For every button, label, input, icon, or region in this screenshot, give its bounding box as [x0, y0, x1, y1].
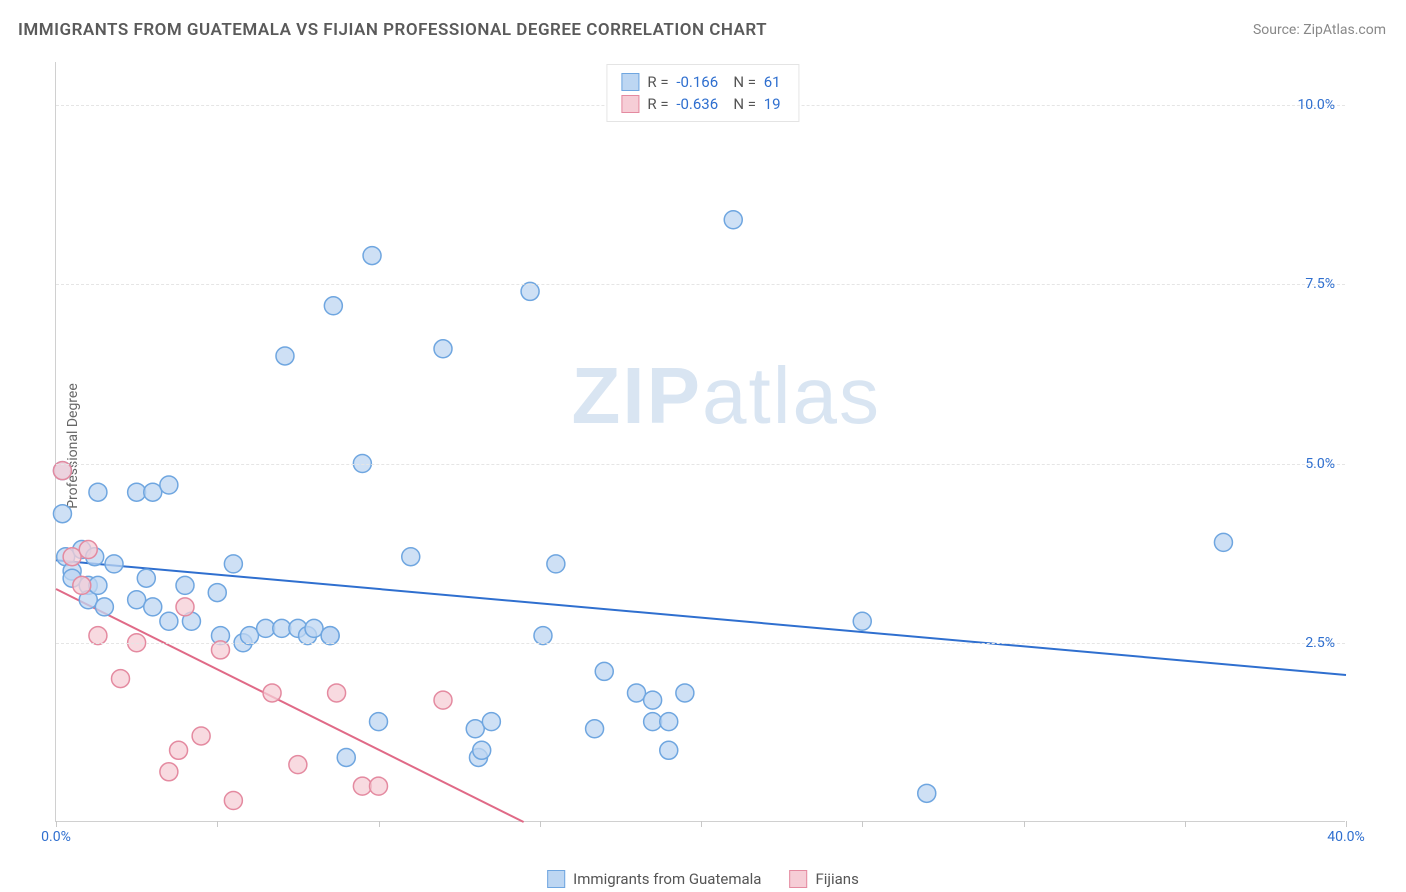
data-point-fijians	[112, 670, 130, 688]
data-point-guatemala	[53, 505, 71, 523]
data-point-guatemala	[257, 619, 275, 637]
chart-title: IMMIGRANTS FROM GUATEMALA VS FIJIAN PROF…	[18, 20, 767, 40]
x-tick-mark	[1185, 821, 1186, 827]
data-point-guatemala	[137, 569, 155, 587]
data-point-guatemala	[337, 748, 355, 766]
legend-row-guatemala: R = -0.166 N = 61	[621, 71, 784, 93]
x-tick-mark	[701, 821, 702, 827]
data-point-guatemala	[644, 691, 662, 709]
data-point-fijians	[192, 727, 210, 745]
x-tick-label: 0.0%	[41, 829, 71, 845]
gridline	[56, 464, 1345, 465]
data-point-guatemala	[176, 576, 194, 594]
data-point-fijians	[370, 777, 388, 795]
data-point-guatemala	[547, 555, 565, 573]
data-point-guatemala	[128, 483, 146, 501]
data-point-fijians	[170, 741, 188, 759]
data-point-fijians	[289, 756, 307, 774]
x-tick-mark	[379, 821, 380, 827]
data-point-guatemala	[224, 555, 242, 573]
x-tick-mark	[56, 821, 57, 827]
x-legend-label: Immigrants from Guatemala	[573, 870, 761, 888]
data-point-guatemala	[402, 548, 420, 566]
data-point-fijians	[263, 684, 281, 702]
data-point-guatemala	[434, 340, 452, 358]
data-point-guatemala	[105, 555, 123, 573]
data-point-guatemala	[724, 211, 742, 229]
legend-stats: R = -0.636 N = 19	[647, 93, 784, 115]
data-point-fijians	[63, 548, 81, 566]
data-point-guatemala	[324, 297, 342, 315]
data-point-guatemala	[466, 720, 484, 738]
gridline	[56, 643, 1345, 644]
gridline	[56, 284, 1345, 285]
data-point-guatemala	[660, 713, 678, 731]
data-point-guatemala	[482, 713, 500, 731]
legend-swatch	[621, 95, 639, 113]
data-point-guatemala	[144, 483, 162, 501]
x-axis-legend: Immigrants from Guatemala Fijians	[547, 870, 859, 888]
data-point-guatemala	[628, 684, 646, 702]
data-point-fijians	[160, 763, 178, 781]
data-point-fijians	[434, 691, 452, 709]
data-point-guatemala	[128, 591, 146, 609]
legend-swatch	[547, 870, 565, 888]
data-point-guatemala	[89, 483, 107, 501]
data-point-guatemala	[89, 576, 107, 594]
x-tick-mark	[1346, 821, 1347, 827]
legend-stats: R = -0.166 N = 61	[647, 71, 784, 93]
data-point-guatemala	[208, 584, 226, 602]
data-point-guatemala	[473, 741, 491, 759]
y-tick-label: 7.5%	[1305, 276, 1335, 292]
data-point-fijians	[328, 684, 346, 702]
data-point-guatemala	[160, 612, 178, 630]
data-point-guatemala	[660, 741, 678, 759]
chart-plot-area: ZIPatlas 2.5%5.0%7.5%10.0%0.0%40.0%	[55, 62, 1345, 822]
x-tick-mark	[540, 821, 541, 827]
source-credit: Source: ZipAtlas.com	[1253, 22, 1386, 38]
legend-row-fijians: R = -0.636 N = 19	[621, 93, 784, 115]
data-point-guatemala	[144, 598, 162, 616]
data-point-guatemala	[95, 598, 113, 616]
data-point-guatemala	[363, 247, 381, 265]
legend-swatch	[621, 73, 639, 91]
data-point-guatemala	[676, 684, 694, 702]
data-point-guatemala	[276, 347, 294, 365]
data-point-guatemala	[160, 476, 178, 494]
data-point-fijians	[353, 777, 371, 795]
x-tick-mark	[217, 821, 218, 827]
x-tick-mark	[1024, 821, 1025, 827]
data-point-guatemala	[595, 662, 613, 680]
x-legend-item: Fijians	[789, 870, 858, 888]
data-point-guatemala	[918, 784, 936, 802]
x-legend-label: Fijians	[815, 870, 858, 888]
data-point-guatemala	[273, 619, 291, 637]
data-point-guatemala	[644, 713, 662, 731]
y-tick-label: 5.0%	[1305, 456, 1335, 472]
trend-line-guatemala	[56, 560, 1346, 675]
y-tick-label: 2.5%	[1305, 635, 1335, 651]
data-point-guatemala	[853, 612, 871, 630]
data-point-fijians	[176, 598, 194, 616]
data-point-fijians	[79, 541, 97, 559]
x-legend-item: Immigrants from Guatemala	[547, 870, 761, 888]
data-point-fijians	[73, 576, 91, 594]
data-point-fijians	[224, 791, 242, 809]
data-point-guatemala	[370, 713, 388, 731]
x-tick-mark	[862, 821, 863, 827]
data-point-guatemala	[1214, 533, 1232, 551]
legend-swatch	[789, 870, 807, 888]
x-tick-label: 40.0%	[1327, 829, 1365, 845]
data-point-guatemala	[586, 720, 604, 738]
data-point-guatemala	[305, 619, 323, 637]
correlation-legend: R = -0.166 N = 61R = -0.636 N = 19	[606, 64, 799, 122]
y-tick-label: 10.0%	[1297, 97, 1335, 113]
scatter-svg	[56, 62, 1345, 821]
